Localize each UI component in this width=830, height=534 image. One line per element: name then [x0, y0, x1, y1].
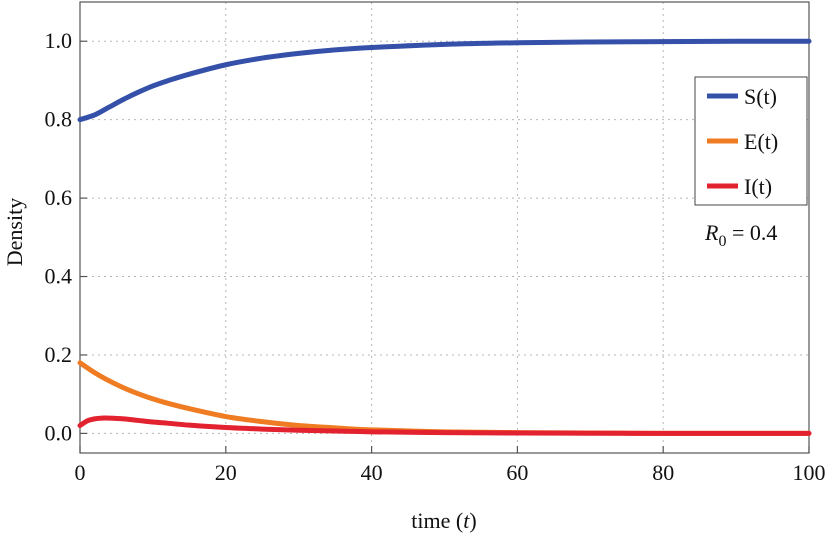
y-tick-label: 0.8	[45, 107, 73, 132]
grid	[80, 2, 809, 453]
x-tick-label: 40	[361, 460, 383, 485]
legend-label-e: E(t)	[744, 129, 778, 154]
axis-ticks: 0 20 40 60 80 100 0.0 0.2 0.4 0.6 0.8 1.0	[45, 28, 826, 485]
r0-symbol: R	[704, 220, 719, 245]
y-tick-label: 0.4	[45, 264, 73, 289]
series-line-s	[77, 38, 812, 123]
y-tick-label: 0.0	[45, 420, 73, 445]
plot-frame	[79, 1, 810, 454]
r0-value: = 0.4	[726, 220, 777, 245]
x-tick-label: 20	[215, 460, 237, 485]
x-tick-label: 60	[506, 460, 528, 485]
legend: S(t) E(t) I(t)	[694, 76, 808, 206]
y-tick-label: 0.2	[45, 342, 73, 367]
legend-label-s: S(t)	[744, 84, 777, 109]
r0-annotation: R0 = 0.4	[704, 220, 777, 250]
legend-label-i: I(t)	[744, 174, 772, 199]
x-axis-title-variable: t	[463, 508, 470, 533]
y-tick-label: 0.6	[45, 185, 73, 210]
x-tick-label: 80	[652, 460, 674, 485]
x-axis-title: time (t)	[411, 508, 476, 533]
x-tick-label: 0	[75, 460, 86, 485]
y-tick-label: 1.0	[45, 28, 73, 53]
series-lines	[77, 38, 812, 436]
x-axis-title-text: time	[411, 508, 450, 533]
x-tick-label: 100	[793, 460, 826, 485]
series-line-i	[77, 415, 812, 436]
r0-subscript: 0	[718, 233, 726, 250]
y-axis-title: Density	[2, 198, 27, 266]
